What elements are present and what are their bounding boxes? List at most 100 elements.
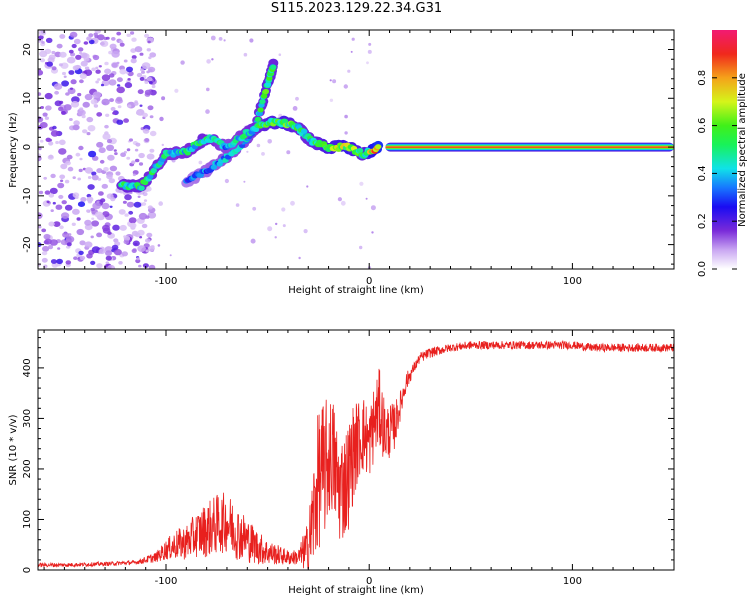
noise-speckle bbox=[132, 240, 140, 247]
noise-speckle bbox=[64, 179, 70, 184]
noise-speckle bbox=[114, 152, 118, 156]
noise-speckle bbox=[75, 152, 81, 157]
noise-speckle bbox=[149, 130, 157, 137]
noise-speckle bbox=[39, 122, 48, 129]
noise-speckle bbox=[117, 105, 122, 109]
spectrogram-marks bbox=[38, 30, 674, 269]
noise-speckle bbox=[96, 263, 103, 269]
noise-speckle bbox=[278, 53, 282, 56]
noise-speckle bbox=[100, 40, 109, 47]
noise-speckle bbox=[66, 242, 72, 247]
noise-speckle bbox=[104, 68, 112, 75]
noise-speckle bbox=[106, 266, 111, 269]
noise-speckle bbox=[95, 80, 99, 84]
noise-speckle bbox=[68, 49, 74, 54]
chart-title: S115.2023.129.22.34.G31 bbox=[270, 1, 443, 16]
noise-speckle bbox=[107, 154, 115, 161]
noise-speckle bbox=[147, 211, 157, 219]
noise-speckle bbox=[256, 143, 261, 148]
noise-speckle bbox=[105, 36, 110, 40]
noise-speckle bbox=[88, 150, 97, 158]
noise-speckle bbox=[91, 217, 95, 220]
noise-speckle bbox=[136, 72, 143, 78]
noise-speckle bbox=[249, 38, 254, 43]
noise-speckle bbox=[298, 256, 301, 260]
noise-speckle bbox=[73, 38, 81, 45]
noise-speckle bbox=[61, 80, 69, 87]
noise-speckle bbox=[132, 173, 136, 177]
noise-speckle bbox=[88, 39, 95, 45]
noise-speckle bbox=[141, 223, 148, 229]
noise-speckle bbox=[149, 81, 153, 85]
noise-speckle bbox=[108, 79, 117, 86]
ridge-track-core bbox=[138, 185, 145, 191]
noise-speckle bbox=[144, 138, 150, 142]
noise-speckle bbox=[106, 193, 114, 199]
noise-speckle bbox=[98, 147, 106, 154]
noise-speckle bbox=[78, 250, 84, 255]
noise-speckle bbox=[105, 255, 112, 261]
noise-speckle bbox=[142, 112, 149, 118]
noise-speckle bbox=[159, 116, 164, 122]
noise-speckle bbox=[137, 245, 146, 253]
noise-speckle bbox=[303, 229, 308, 234]
noise-speckle bbox=[76, 217, 81, 221]
spectrogram-ytick-label: 10 bbox=[22, 92, 33, 105]
noise-speckle bbox=[45, 37, 53, 44]
snr-ticks: -100 0 100 0 100 200 300 400 bbox=[22, 330, 675, 587]
snr-series-line bbox=[38, 339, 674, 570]
noise-speckle bbox=[149, 115, 154, 119]
noise-speckle bbox=[70, 87, 73, 90]
noise-speckle bbox=[62, 71, 66, 76]
colorbar-tick-label: 0.6 bbox=[697, 118, 708, 134]
noise-speckle bbox=[38, 30, 47, 36]
noise-speckle bbox=[78, 168, 83, 173]
noise-speckle bbox=[101, 74, 111, 81]
noise-speckle bbox=[144, 89, 152, 96]
carrier-band bbox=[385, 146, 674, 148]
noise-speckle bbox=[72, 192, 80, 198]
noise-speckle bbox=[329, 98, 334, 103]
noise-speckle bbox=[50, 130, 60, 137]
noise-speckle bbox=[106, 139, 113, 144]
noise-speckle bbox=[50, 209, 54, 213]
noise-speckle bbox=[104, 61, 109, 66]
noise-speckle bbox=[116, 86, 125, 94]
noise-speckle bbox=[111, 244, 119, 251]
noise-speckle bbox=[66, 154, 73, 160]
noise-speckle bbox=[38, 35, 44, 40]
noise-speckle bbox=[135, 158, 140, 163]
noise-speckle bbox=[146, 232, 153, 238]
noise-speckle bbox=[66, 56, 76, 64]
noise-speckle bbox=[105, 113, 110, 118]
noise-speckle bbox=[71, 43, 77, 49]
noise-speckle bbox=[149, 148, 155, 153]
noise-speckle bbox=[98, 65, 102, 68]
noise-speckle bbox=[84, 219, 92, 226]
noise-speckle bbox=[72, 65, 80, 71]
noise-speckle bbox=[129, 138, 133, 142]
noise-speckle bbox=[44, 190, 51, 195]
noise-speckle bbox=[113, 248, 122, 256]
noise-speckle bbox=[47, 154, 54, 160]
noise-speckle bbox=[78, 47, 84, 52]
noise-speckle bbox=[145, 186, 152, 192]
noise-speckle bbox=[78, 145, 84, 151]
noise-speckle bbox=[161, 96, 166, 101]
noise-speckle bbox=[121, 251, 128, 257]
noise-speckle bbox=[96, 200, 100, 204]
noise-speckle bbox=[79, 157, 83, 161]
noise-speckle bbox=[53, 83, 63, 90]
noise-speckle bbox=[148, 56, 152, 60]
colorbar-ticks: 0.0 0.2 0.4 0.6 0.8 bbox=[697, 70, 737, 277]
noise-speckle bbox=[73, 256, 78, 261]
noise-speckle bbox=[54, 100, 62, 107]
branch-track-core bbox=[262, 88, 270, 95]
noise-speckle bbox=[84, 93, 93, 101]
noise-speckle bbox=[56, 43, 63, 49]
ridge-track-core bbox=[150, 167, 157, 174]
noise-speckle bbox=[211, 58, 214, 61]
noise-speckle bbox=[127, 71, 134, 77]
noise-speckle bbox=[104, 124, 109, 129]
noise-speckle bbox=[292, 106, 298, 111]
